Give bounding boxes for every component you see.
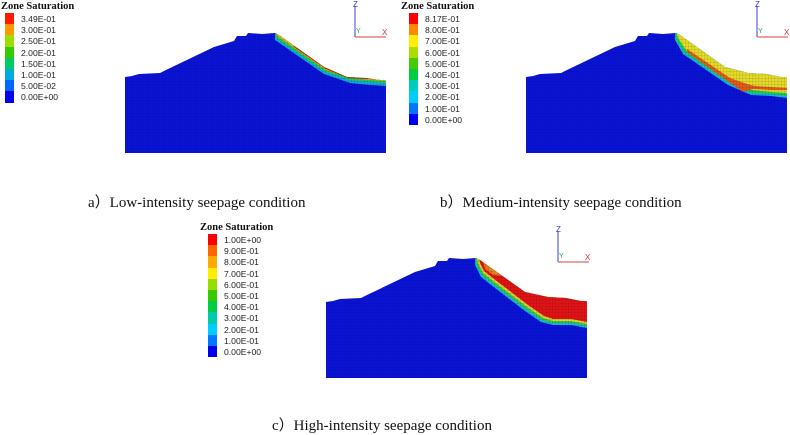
axis-z-label: Z: [556, 225, 561, 234]
legend-entry: 1.00E-01: [200, 334, 273, 346]
color-swatch: [409, 57, 418, 69]
color-swatch: [5, 68, 14, 81]
color-swatch: [5, 13, 14, 25]
color-swatch: [5, 57, 14, 69]
color-swatch: [5, 24, 14, 36]
axes-lines: [557, 231, 589, 263]
legend-entry: 0.00E+00: [1, 91, 74, 103]
color-swatch: [208, 323, 217, 335]
legend-entry: 2.00E-01: [401, 91, 474, 103]
color-swatch: [409, 46, 418, 58]
color-swatch: [5, 91, 14, 103]
legend-title: Zone Saturation: [200, 222, 274, 233]
axis-y-label: Y: [559, 253, 564, 260]
color-swatch: [208, 278, 217, 290]
caption-c: c）High-intensity seepage condition: [272, 418, 492, 434]
contour-plot-b: [525, 30, 789, 154]
axes-triad-b: Z Y X: [750, 0, 790, 42]
color-swatch: [208, 312, 217, 324]
legend-a: Zone Saturation 3.49E-01 3.00E-01 2.50E-…: [1, 1, 74, 103]
axes-lines: [354, 6, 386, 38]
legend-entry: 0.00E+00: [200, 345, 273, 358]
axis-x-label: X: [585, 253, 591, 262]
legend-entry: 8.17E-01: [401, 13, 474, 25]
legend-entries: 3.49E-01 3.00E-01 2.50E-01 2.00E-01 1.50…: [1, 13, 74, 103]
color-swatch: [208, 345, 217, 358]
axis-x-label: X: [382, 28, 388, 37]
color-swatch: [208, 334, 217, 346]
color-swatch: [409, 113, 418, 125]
axis-z-label: Z: [755, 0, 760, 9]
legend-entry: 4.00E-01: [401, 68, 474, 81]
color-swatch: [208, 256, 217, 268]
dam-mesh-a: [125, 33, 386, 153]
axes-triad-a: Z Y X: [348, 0, 388, 42]
legend-entry: 1.50E-01: [1, 57, 74, 69]
legend-entries: 8.17E-01 8.00E-01 7.00E-01 6.00E-01 5.00…: [401, 13, 474, 125]
legend-entry: 7.00E-01: [200, 267, 273, 279]
legend-entry: 1.00E-01: [1, 68, 74, 81]
legend-b: Zone Saturation 8.17E-01 8.00E-01 7.00E-…: [401, 1, 474, 125]
legend-entry: 9.00E-01: [200, 245, 273, 257]
legend-entry: 8.00E-01: [401, 24, 474, 36]
legend-entry: 3.00E-01: [200, 312, 273, 324]
legend-entry: 3.49E-01: [1, 13, 74, 25]
color-swatch: [409, 35, 418, 47]
legend-entries: 1.00E+00 9.00E-01 8.00E-01 7.00E-01 6.00…: [200, 234, 273, 358]
color-swatch: [208, 234, 217, 246]
color-swatch: [5, 35, 14, 47]
legend-entry: 3.00E-01: [1, 24, 74, 36]
legend-entry: 6.00E-01: [401, 46, 474, 58]
color-swatch: [208, 289, 217, 302]
axes-triad-c: Z Y X: [551, 225, 591, 267]
color-swatch: [409, 13, 418, 25]
legend-entry: 2.00E-01: [1, 46, 74, 58]
color-swatch: [208, 267, 217, 279]
contour-plot-c: [325, 255, 589, 379]
legend-entry: 0.00E+00: [401, 113, 474, 125]
legend-entry: 3.00E-01: [401, 80, 474, 92]
contour-plot-a: [124, 30, 388, 154]
axis-x-label: X: [784, 28, 790, 37]
legend-entry: 1.00E-01: [401, 102, 474, 114]
legend-c: Zone Saturation 1.00E+00 9.00E-01 8.00E-…: [200, 222, 274, 358]
legend-title: Zone Saturation: [1, 1, 75, 12]
color-swatch: [5, 46, 14, 58]
legend-entry: 1.00E+00: [200, 234, 273, 246]
axis-y-label: Y: [356, 28, 361, 35]
caption-b: b）Medium-intensity seepage condition: [440, 195, 682, 211]
color-swatch: [409, 102, 418, 114]
legend-entry: 5.00E-01: [200, 289, 273, 302]
axes-lines: [756, 6, 788, 38]
color-swatch: [208, 301, 217, 313]
legend-entry: 5.00E-01: [401, 57, 474, 69]
dam-mesh-c: [326, 258, 587, 378]
legend-title: Zone Saturation: [401, 1, 475, 12]
legend-entry: 8.00E-01: [200, 256, 273, 268]
color-swatch: [208, 245, 217, 257]
legend-entry: 7.00E-01: [401, 35, 474, 47]
color-swatch: [409, 80, 418, 92]
legend-entry: 6.00E-01: [200, 278, 273, 290]
color-swatch: [409, 68, 418, 81]
axis-y-label: Y: [758, 28, 763, 35]
legend-entry: 2.00E-01: [200, 323, 273, 335]
color-swatch: [409, 91, 418, 103]
dam-mesh-b: [526, 33, 787, 153]
caption-a: a）Low-intensity seepage condition: [88, 195, 306, 211]
legend-entry: 2.50E-01: [1, 35, 74, 47]
color-swatch: [409, 24, 418, 36]
axis-z-label: Z: [353, 0, 358, 9]
legend-entry: 5.00E-02: [1, 80, 74, 92]
legend-entry: 4.00E-01: [200, 301, 273, 313]
color-swatch: [5, 80, 14, 92]
